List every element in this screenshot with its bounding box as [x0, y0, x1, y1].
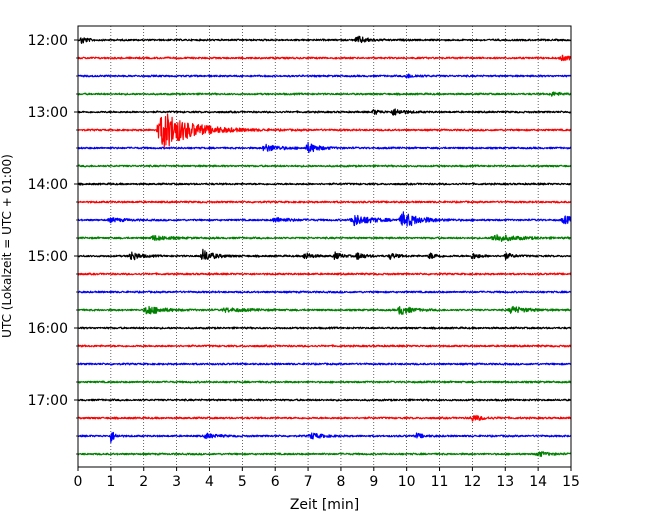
x-tick-label-6: 6 — [271, 474, 280, 490]
trace-7 — [77, 164, 572, 168]
y-tick-label-1: 13:00 — [28, 105, 68, 121]
trace-18 — [77, 362, 572, 366]
y-axis-ticks: 12:00 13:00 14:00 15:00 16:00 17:00 — [28, 33, 78, 455]
trace-5 — [77, 113, 572, 149]
y-tick-label-2: 14:00 — [28, 177, 68, 193]
x-tick-label-3: 3 — [172, 474, 181, 490]
trace-22 — [77, 431, 572, 444]
trace-21 — [77, 414, 572, 422]
x-axis-label: Zeit [min] — [290, 497, 359, 513]
plot-frame — [77, 25, 572, 468]
x-tick-label-1: 1 — [106, 474, 115, 490]
trace-8 — [77, 182, 572, 186]
trace-17 — [77, 344, 572, 348]
trace-13 — [77, 272, 572, 276]
x-tick-label-4: 4 — [205, 474, 214, 490]
x-tick-label-11: 11 — [431, 474, 449, 490]
trace-9 — [77, 200, 572, 204]
y-tick-label-5: 17:00 — [28, 393, 68, 409]
x-axis-ticks: 0 1 2 3 4 5 6 7 8 9 10 11 12 13 14 15 — [74, 467, 580, 490]
x-tick-label-14: 14 — [529, 474, 547, 490]
trace-12 — [77, 248, 572, 261]
trace-1 — [77, 54, 572, 62]
seismic-traces — [77, 35, 572, 457]
x-tick-label-5: 5 — [238, 474, 247, 490]
x-tick-label-2: 2 — [139, 474, 148, 490]
axes — [77, 25, 572, 468]
trace-19 — [77, 380, 572, 384]
y-tick-label-0: 12:00 — [28, 33, 68, 49]
x-tick-label-15: 15 — [562, 474, 580, 490]
trace-16 — [77, 326, 572, 330]
x-tick-label-9: 9 — [369, 474, 378, 490]
y-tick-label-3: 15:00 — [28, 249, 68, 265]
trace-23 — [77, 451, 572, 457]
x-tick-label-12: 12 — [463, 474, 481, 490]
y-axis-label: UTC (Lokalzeit = UTC + 01:00) — [0, 154, 14, 338]
trace-14 — [77, 290, 572, 294]
trace-3 — [77, 91, 572, 97]
x-tick-label-13: 13 — [496, 474, 514, 490]
trace-11 — [77, 234, 572, 242]
trace-2 — [77, 73, 572, 79]
trace-0 — [77, 35, 572, 44]
x-tick-label-10: 10 — [398, 474, 416, 490]
trace-20 — [77, 398, 572, 402]
trace-15 — [77, 305, 572, 315]
x-tick-label-0: 0 — [74, 474, 83, 490]
y-tick-label-4: 16:00 — [28, 321, 68, 337]
x-tick-label-7: 7 — [304, 474, 313, 490]
trace-10 — [77, 211, 572, 227]
trace-4 — [77, 108, 572, 116]
trace-6 — [77, 141, 572, 154]
x-tick-label-8: 8 — [336, 474, 345, 490]
